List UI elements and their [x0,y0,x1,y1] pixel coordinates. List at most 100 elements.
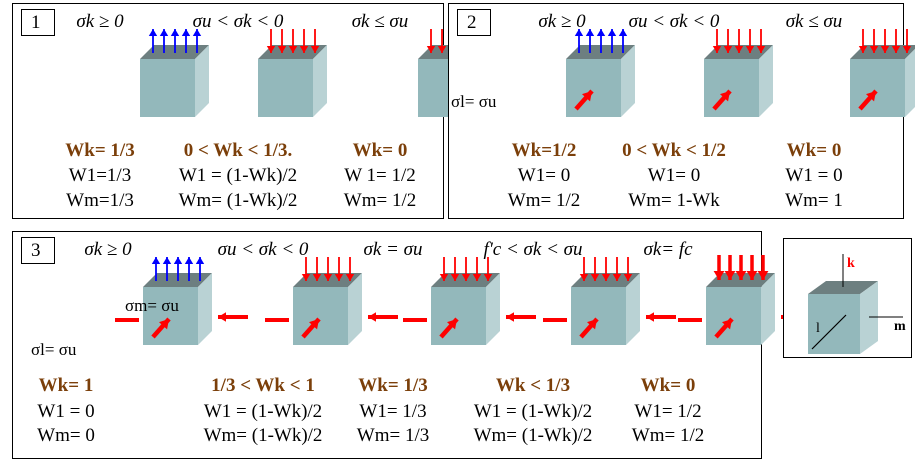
tension-arrow-head [184,257,194,264]
wm-value: Wm=1/3 [66,190,134,211]
cube-front-face [571,287,626,345]
wm-value: Wm= (1-Wk)/2 [473,425,593,446]
tension-arrow-head [585,29,595,36]
cube-side-face [759,45,773,117]
tension-arrow-head [159,29,169,36]
compression-arrow-head [439,274,449,281]
condition-label: f'c < σk < σu [483,239,583,260]
axis-k-label: k [847,256,855,271]
cube-triaxial-compression [265,257,398,345]
wm-value: Wm= 1 [785,190,843,211]
cube-triaxial-compression [403,257,536,345]
diagonal-arrow-head [581,91,592,102]
cube-tension-up-diag [566,29,635,117]
tension-arrow-head [192,29,202,36]
compression-arrow-head [757,271,769,280]
w1-value: W1= 1/3 [359,401,427,422]
tension-arrow-head [181,29,191,36]
axis-m-label: m [894,319,906,334]
axes-cube [808,254,903,354]
wm-value: Wm= 1/2 [631,425,705,446]
compression-arrow-head [623,274,633,281]
compression-arrow-head [756,46,766,53]
sigma-l-label: σl= σu [31,340,77,359]
wm-value: Wm= 0 [37,425,95,446]
condition-label: σk ≥ 0 [76,11,124,32]
condition-label: σk ≥ 0 [538,11,586,32]
wk-value: 0 < Wk < 1/2 [622,140,726,161]
wk-value: 1/3 < Wk < 1 [211,375,315,396]
compression-arrow-head [902,46,912,53]
tension-arrow-head [607,29,617,36]
w1-value: W1 = (1-Wk)/2 [473,401,593,422]
diagonal-arrow-head [308,319,319,330]
compression-arrow-head [723,46,733,53]
compression-arrow-head [301,274,311,281]
cube-front-face [706,287,761,345]
cube-compression-down-diag [850,29,915,117]
cube-side-face [195,45,209,117]
cube-front-face [850,59,905,117]
cube-side-face [198,273,212,345]
wk-value: Wk= 0 [352,140,408,161]
axis-l-label: l [816,321,820,336]
compression-arrow-head [323,274,333,281]
tension-arrow-head [162,257,172,264]
compression-arrow-head [310,46,320,53]
compression-arrow-head [461,274,471,281]
w1-value: W1 = (1-Wk)/2 [178,165,298,186]
sigma-l-label: σl= σu [451,92,497,111]
diagonal-arrow-head [158,319,169,330]
wm-value: Wm= 1/3 [356,425,430,446]
compression-arrow-head [601,274,611,281]
cube-front-face [258,59,313,117]
wk-value: Wk= 1/3 [358,375,428,396]
sigma-m-label: σm= σu [125,296,179,315]
panel-3-tag: 3 [21,237,55,264]
tension-arrow-head [195,257,205,264]
cube-triaxial-compression [543,257,676,345]
cube-side-face [626,273,640,345]
compression-arrow-head [483,274,493,281]
compression-arrow-head [426,46,436,53]
compression-arrow-head [880,46,890,53]
compression-arrow-head [712,46,722,53]
cube-compression-down-diag [704,29,773,117]
wm-value: Wm= 1/2 [507,190,581,211]
panel-1: 1 σk ≥ 0 Wk= 1/3 W1=1/3 Wm=1/3 σu < σk <… [12,3,487,219]
wk-value: Wk < 1/3 [495,375,571,396]
compression-arrow-head [724,271,736,280]
cube-side-face [621,45,635,117]
wk-value: Wk= 0 [640,375,696,396]
compression-arrow-head [713,271,725,280]
compression-arrow-head [312,274,322,281]
compression-arrow-head [891,46,901,53]
lateral-arrow-right-head [218,312,226,322]
compression-arrow-head [735,271,747,280]
compression-arrow-head [579,274,589,281]
compression-arrow-head [266,46,276,53]
tension-arrow-head [148,29,158,36]
compression-arrow-head [612,274,622,281]
condition-label: σk ≥ 0 [84,239,132,260]
wk-value: Wk= 1 [38,375,94,396]
w1-value: W1= 1/2 [634,401,702,422]
compression-arrow-head [345,274,355,281]
compression-arrow-head [746,271,758,280]
compression-arrow-head [450,274,460,281]
compression-arrow-head [869,46,879,53]
compression-arrow-head [334,274,344,281]
cube-side-face [761,273,775,345]
cube-side-face [348,273,362,345]
cube-side-face [486,273,500,345]
condition-label: σu < σk < 0 [217,239,309,260]
tension-arrow-head [151,257,161,264]
tension-arrow-head [574,29,584,36]
wk-value: 0 < Wk < 1/3. [183,140,293,161]
cube-front-face [704,59,759,117]
cube-tension-up [140,29,209,117]
tension-arrow-head [170,29,180,36]
compression-arrow-head [734,46,744,53]
wk-value: Wk= 0 [786,140,842,161]
panel-3: 3 σk ≥ 0 Wk= 1 W1 = 0 Wm= 0 σm= σu σl= σ… [12,231,811,459]
